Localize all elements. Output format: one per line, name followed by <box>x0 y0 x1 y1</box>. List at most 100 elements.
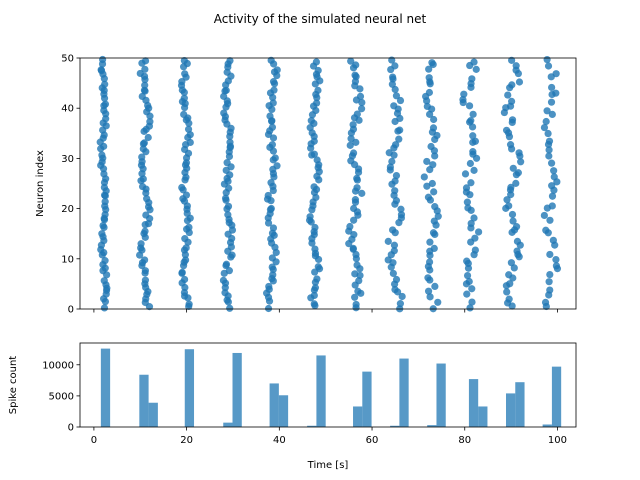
spike-point <box>311 245 319 253</box>
chart-title: Activity of the simulated neural net <box>214 12 427 26</box>
spike-point <box>392 92 401 100</box>
spike-point <box>426 238 434 246</box>
histogram-bar <box>390 425 400 427</box>
spike-point <box>143 195 151 203</box>
spike-point <box>515 149 523 157</box>
spike-point <box>146 118 154 126</box>
spike-point <box>431 203 439 211</box>
spike-point <box>386 163 394 171</box>
spike-point <box>351 293 359 301</box>
spike-point <box>273 66 281 74</box>
spike-point <box>223 159 231 167</box>
spike-point <box>507 183 515 191</box>
spike-point <box>544 62 553 70</box>
x-tick-label: 80 <box>458 435 471 446</box>
spike-point <box>429 161 437 169</box>
histogram-bar <box>184 349 195 427</box>
spike-point <box>353 174 361 182</box>
spike-point <box>514 169 522 177</box>
spike-point <box>509 164 517 172</box>
spike-point <box>459 95 467 104</box>
spike-point <box>219 276 228 284</box>
histogram-x-ticks: 0 20 40 60 80 100 <box>91 427 567 446</box>
spike-point <box>100 277 108 285</box>
spike-point <box>307 117 315 125</box>
raster-panel: 0 10 20 30 40 50 Neuron index <box>35 54 577 316</box>
spike-point <box>398 292 406 301</box>
spike-point <box>391 177 399 185</box>
raster-points <box>96 55 562 313</box>
spike-point <box>397 205 405 213</box>
spike-point <box>506 280 514 288</box>
spike-point <box>475 228 483 236</box>
spike-point <box>353 261 361 269</box>
spike-point <box>423 157 431 166</box>
spike-point <box>347 57 355 65</box>
spike-point <box>221 194 230 202</box>
spike-point <box>314 263 322 271</box>
spike-point <box>503 288 511 296</box>
spike-point <box>346 222 354 231</box>
spike-point <box>509 217 517 225</box>
histogram-bar <box>468 379 479 427</box>
histogram-x-axis-label: Time [s] <box>307 460 349 471</box>
spike-point <box>541 298 550 306</box>
spike-point <box>430 244 438 253</box>
histogram-bar <box>232 352 242 427</box>
spike-point <box>222 86 230 94</box>
spike-point <box>184 125 193 133</box>
spike-point <box>515 78 524 86</box>
spike-point <box>395 135 403 143</box>
spike-point <box>390 102 398 110</box>
spike-point <box>548 83 556 92</box>
histogram-bar <box>506 393 516 427</box>
histogram-bar <box>269 383 279 427</box>
spike-point <box>431 152 439 160</box>
spike-point <box>396 96 405 105</box>
spike-point <box>508 56 516 64</box>
spike-point <box>469 110 477 118</box>
spike-point <box>512 179 520 187</box>
spike-point <box>226 304 234 312</box>
spike-point <box>471 246 479 254</box>
spike-point <box>423 102 431 110</box>
histogram-bar <box>362 371 372 427</box>
histogram-bars <box>100 348 562 427</box>
spike-point <box>100 170 108 178</box>
spike-point <box>502 126 511 134</box>
spike-point <box>269 224 278 232</box>
spike-point <box>264 304 273 313</box>
histogram-panel: 0 5000 10000 0 20 40 60 80 100 Spike count Time… <box>8 342 577 471</box>
spike-point <box>313 99 321 107</box>
spike-point <box>390 241 399 249</box>
histogram-y-ticks: 0 5000 10000 <box>42 360 80 434</box>
spike-point <box>464 204 472 212</box>
spike-point <box>420 173 428 181</box>
spike-point <box>470 58 478 66</box>
spike-point <box>101 100 110 108</box>
spike-point <box>138 92 146 101</box>
spike-point <box>181 235 189 243</box>
spike-point <box>185 223 193 231</box>
histogram-bar <box>436 363 446 427</box>
spike-point <box>391 187 399 195</box>
raster-y-axis-label: Neuron index <box>35 150 46 217</box>
spike-point <box>178 268 186 277</box>
spike-point <box>471 234 479 242</box>
spike-point <box>429 124 438 132</box>
spike-point <box>389 269 397 278</box>
spike-point <box>180 110 188 119</box>
spike-point <box>545 152 553 160</box>
spike-point <box>268 254 276 262</box>
spike-point <box>427 142 435 151</box>
spike-point <box>397 211 406 219</box>
spike-point <box>306 213 314 221</box>
spike-point <box>311 223 319 232</box>
spike-point <box>312 58 320 66</box>
spike-point <box>388 157 396 166</box>
spike-point <box>313 156 321 164</box>
spike-point <box>271 154 279 162</box>
spike-point <box>391 286 399 294</box>
spike-point <box>100 304 109 312</box>
spike-point <box>430 115 438 124</box>
